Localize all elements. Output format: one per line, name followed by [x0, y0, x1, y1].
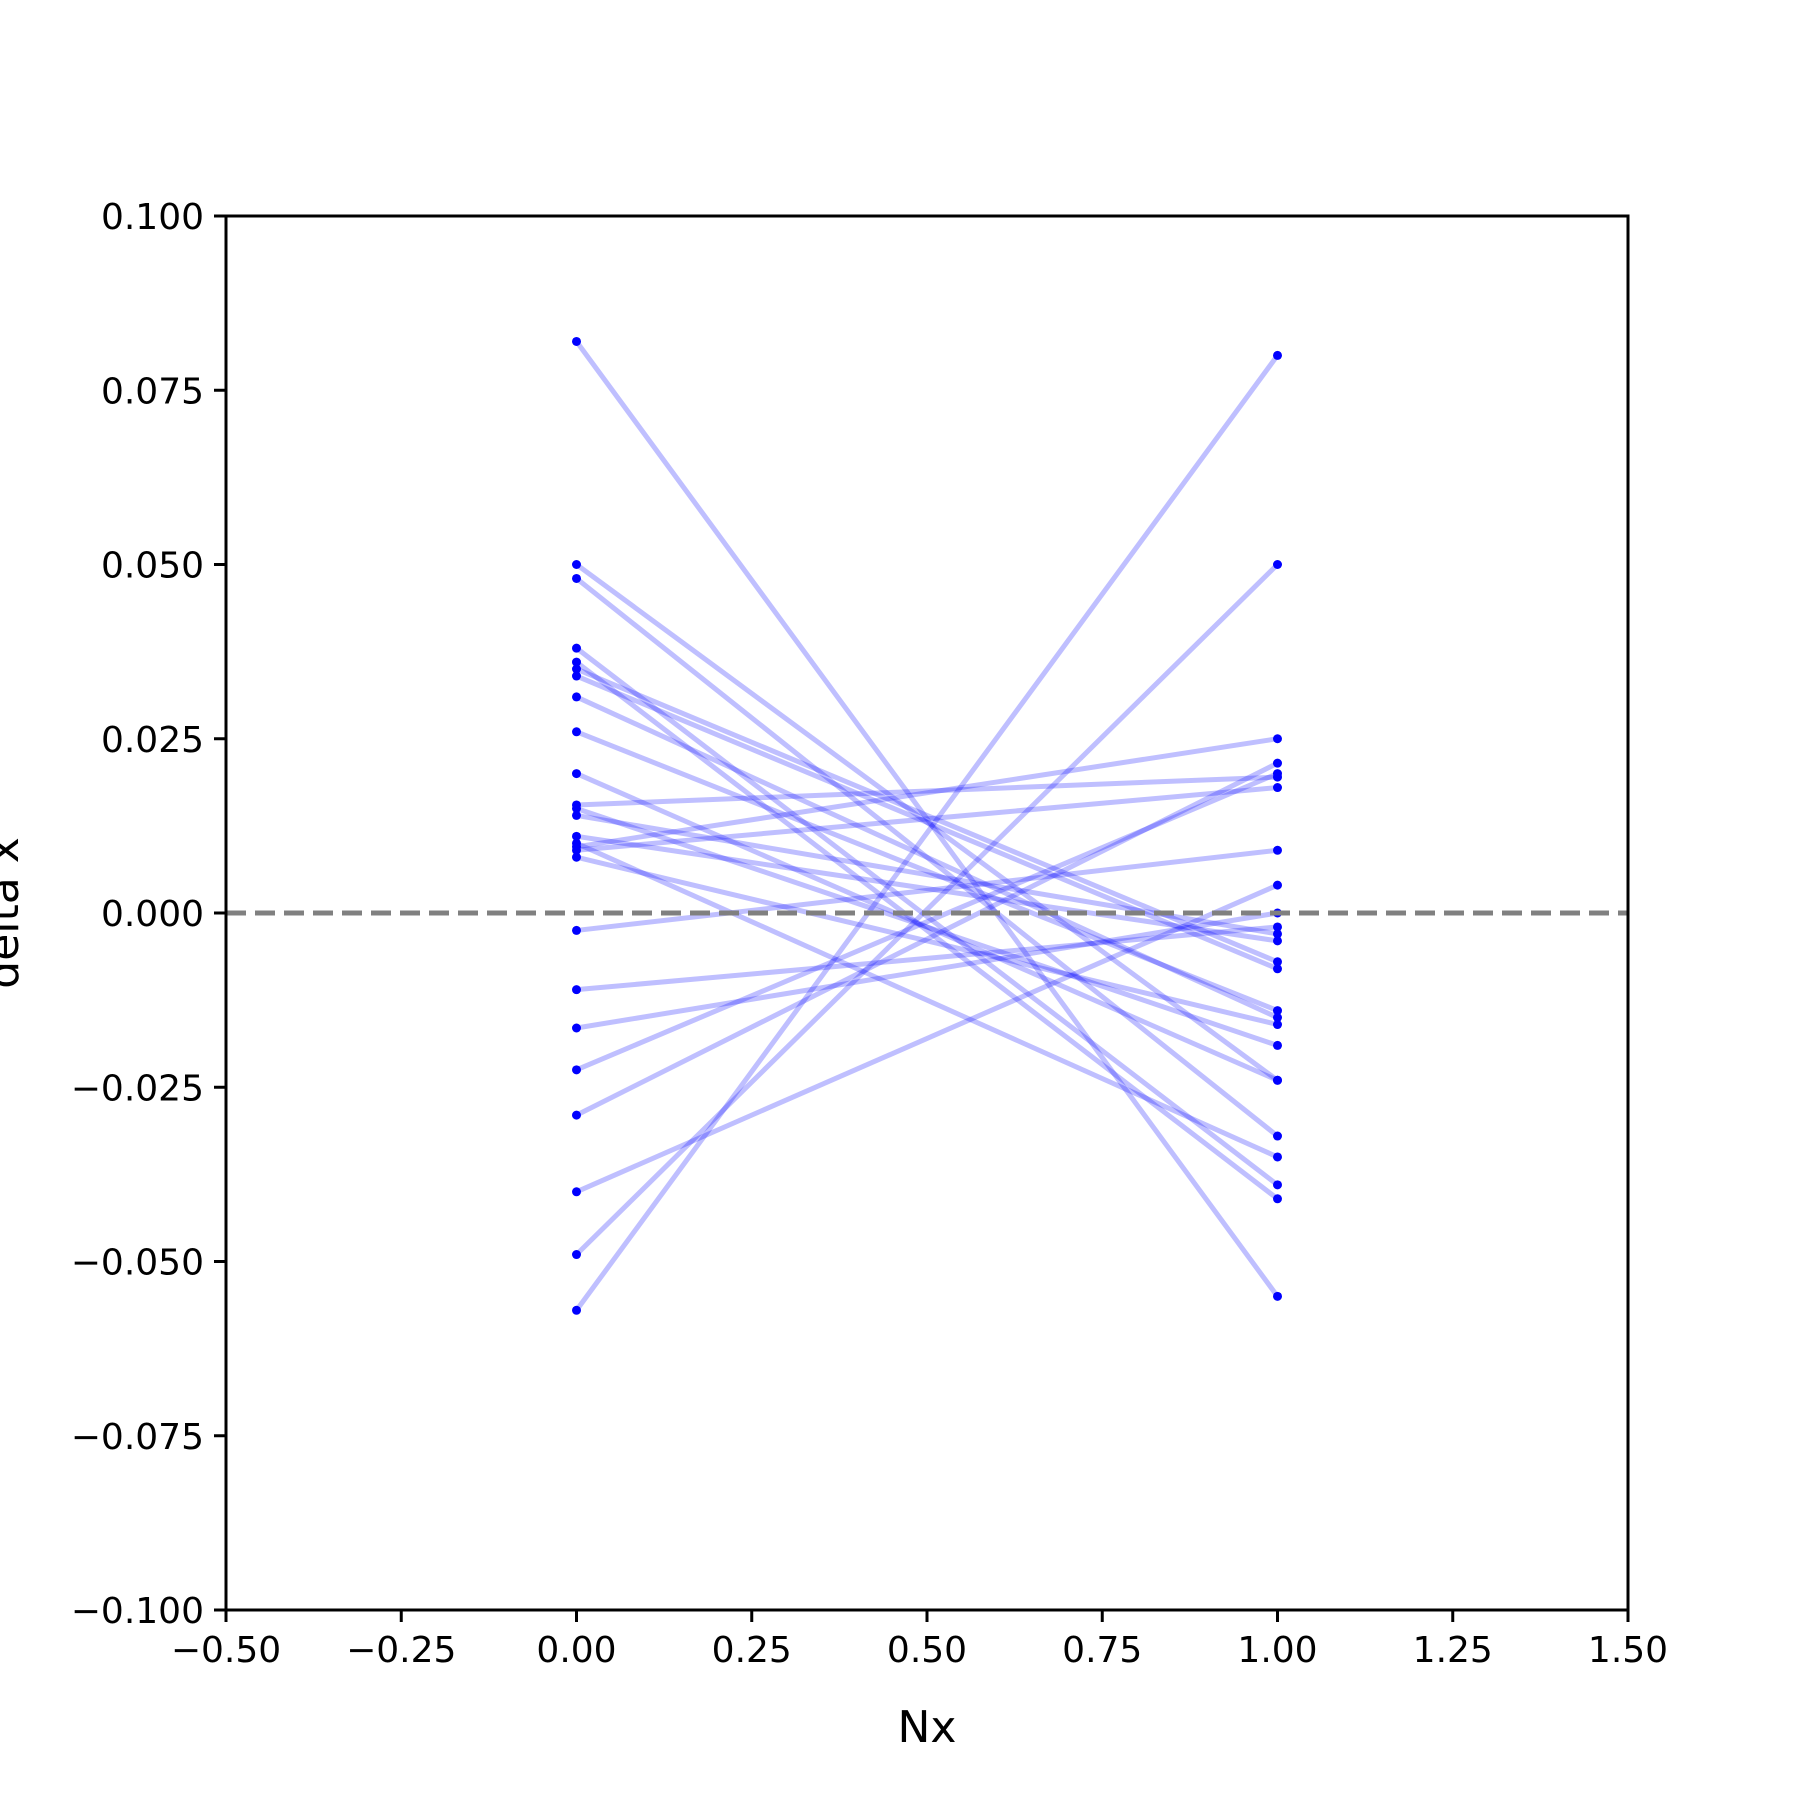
series-layer	[574, 339, 1280, 1312]
data-point-19-1	[1273, 769, 1282, 779]
series-line-8	[575, 729, 1279, 1013]
x-tick-label: 1.50	[1588, 1630, 1668, 1671]
data-point-13-1	[1273, 783, 1282, 793]
data-point-21-0	[572, 1187, 581, 1197]
y-tick-label: −0.025	[71, 1068, 204, 1109]
series-line-18	[576, 910, 1278, 1031]
data-point-22-1	[1273, 560, 1282, 569]
data-point-18-0	[572, 1023, 581, 1033]
series-line-22	[574, 562, 1280, 1257]
data-point-4-1	[1273, 1194, 1282, 1204]
data-point-16-1	[1273, 845, 1282, 855]
series-line-7	[575, 694, 1279, 1020]
series-line-25	[576, 833, 1278, 944]
series-line-9	[575, 771, 1279, 1083]
data-point-11-1	[1273, 929, 1282, 939]
y-tick-label: −0.050	[71, 1243, 204, 1284]
series-line-20	[575, 760, 1279, 1118]
x-tick-label: 0.00	[536, 1630, 616, 1671]
data-point-22-0	[572, 1250, 581, 1260]
series-line-17	[576, 924, 1278, 993]
data-point-6-1	[1273, 964, 1282, 974]
x-tick-label: 0.75	[1062, 1630, 1142, 1671]
series-line-23	[574, 353, 1280, 1312]
data-point-20-1	[1273, 758, 1282, 768]
y-tick-label: 0.000	[101, 894, 204, 935]
data-point-4-0	[572, 657, 581, 667]
series-line-19	[575, 771, 1279, 1073]
data-point-17-0	[572, 985, 581, 995]
series-line-10	[575, 806, 1279, 1048]
series-line-1	[575, 562, 1279, 1083]
data-point-25-0	[572, 831, 581, 841]
x-tick-label: −0.50	[171, 1630, 281, 1671]
data-point-19-0	[572, 1065, 581, 1075]
y-tick-label: 0.050	[101, 546, 204, 587]
series-line-21	[575, 882, 1279, 1195]
y-axis-label: delta x	[0, 837, 29, 988]
data-point-24-0	[572, 842, 581, 852]
y-tick-label: −0.075	[71, 1417, 204, 1458]
data-point-7-0	[572, 692, 581, 702]
data-point-8-0	[572, 727, 581, 737]
x-axis-ticks: −0.50 −0.25 0.00 0.25 0.50 0.75 1.00 1.25 1.50	[171, 1610, 1668, 1671]
series-line-3	[574, 646, 1280, 1187]
data-point-14-1	[1273, 1020, 1282, 1030]
data-point-5-1	[1273, 957, 1282, 967]
marker-layer	[572, 336, 1282, 1315]
data-point-9-0	[572, 769, 581, 779]
data-point-2-1	[1273, 1131, 1282, 1141]
data-point-0-0	[572, 336, 581, 346]
data-point-10-1	[1273, 1040, 1282, 1050]
x-tick-label: 0.50	[887, 1630, 967, 1671]
data-point-8-1	[1273, 1006, 1282, 1016]
x-tick-label: 0.25	[712, 1630, 792, 1671]
y-axis-ticks: −0.100 −0.075 −0.050 −0.025 0.000 0.025 0.050 0…	[71, 197, 226, 1632]
data-point-15-0	[572, 800, 581, 810]
y-tick-label: 0.025	[101, 720, 204, 761]
series-line-12	[575, 841, 1279, 1160]
data-point-17-1	[1273, 922, 1282, 932]
data-point-21-1	[1273, 880, 1282, 890]
data-point-7-1	[1273, 1013, 1282, 1023]
series-line-6	[575, 673, 1279, 972]
data-point-3-0	[572, 643, 581, 653]
series-line-16	[576, 847, 1278, 933]
x-tick-label: −0.25	[346, 1630, 456, 1671]
data-point-25-1	[1273, 936, 1282, 946]
series-line-14	[575, 854, 1279, 1027]
data-point-6-0	[572, 671, 581, 681]
series-line-13	[576, 785, 1278, 853]
series-line-4	[574, 660, 1280, 1201]
data-point-23-1	[1273, 350, 1282, 360]
data-point-23-0	[572, 1305, 581, 1315]
y-tick-label: −0.100	[71, 1591, 204, 1632]
data-point-24-1	[1273, 734, 1282, 744]
data-point-20-0	[572, 1110, 581, 1120]
series-line-24	[576, 736, 1278, 850]
y-tick-label: 0.075	[101, 371, 204, 412]
data-point-11-0	[572, 810, 581, 820]
x-tick-label: 1.25	[1413, 1630, 1493, 1671]
data-point-9-1	[1273, 1075, 1282, 1085]
data-point-1-0	[572, 560, 581, 569]
data-point-2-0	[572, 573, 581, 583]
data-point-16-0	[572, 925, 581, 935]
x-axis-label: Nx	[898, 1702, 957, 1753]
x-tick-label: 1.00	[1237, 1630, 1317, 1671]
data-point-14-0	[572, 852, 581, 862]
data-point-12-1	[1273, 1152, 1282, 1162]
series-line-0	[574, 339, 1280, 1298]
data-point-0-1	[1273, 1291, 1282, 1301]
data-point-3-1	[1273, 1180, 1282, 1190]
series-line-2	[574, 576, 1280, 1138]
series-line-15	[576, 774, 1278, 808]
y-tick-label: 0.100	[101, 197, 204, 238]
data-point-5-0	[572, 664, 581, 674]
